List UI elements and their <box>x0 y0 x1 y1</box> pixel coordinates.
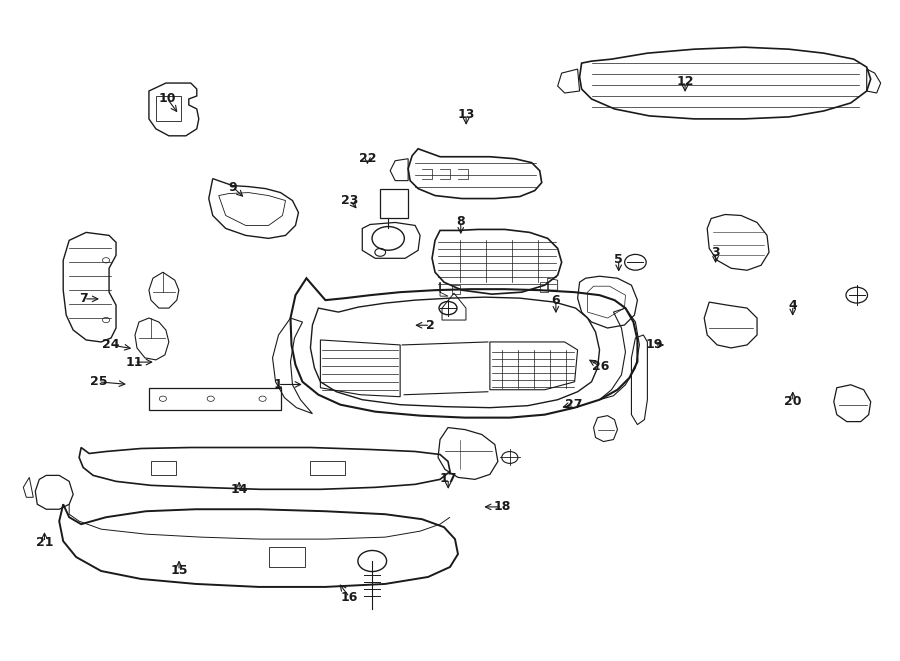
Text: 17: 17 <box>439 472 457 485</box>
Text: 19: 19 <box>646 338 663 352</box>
Text: 13: 13 <box>457 108 475 121</box>
Text: 5: 5 <box>615 253 623 266</box>
Text: 15: 15 <box>170 564 188 577</box>
Text: 10: 10 <box>158 93 176 105</box>
Text: 3: 3 <box>711 247 720 259</box>
Text: 2: 2 <box>426 319 435 332</box>
Text: 18: 18 <box>493 500 510 514</box>
Text: 14: 14 <box>230 483 248 496</box>
Text: 12: 12 <box>676 75 694 88</box>
Text: 21: 21 <box>36 536 53 549</box>
Text: 6: 6 <box>552 294 560 307</box>
Text: 11: 11 <box>125 356 143 369</box>
Text: 7: 7 <box>79 292 88 305</box>
Text: 16: 16 <box>341 590 358 603</box>
Text: 4: 4 <box>788 299 797 312</box>
Text: 26: 26 <box>592 360 609 373</box>
Text: 9: 9 <box>229 180 238 194</box>
Text: 24: 24 <box>102 338 120 352</box>
Text: 20: 20 <box>784 395 802 408</box>
Text: 1: 1 <box>274 378 282 391</box>
Text: 8: 8 <box>456 215 465 229</box>
Text: 22: 22 <box>359 151 376 165</box>
Text: 25: 25 <box>89 375 107 389</box>
Text: 27: 27 <box>565 398 582 410</box>
Text: 23: 23 <box>341 194 358 207</box>
